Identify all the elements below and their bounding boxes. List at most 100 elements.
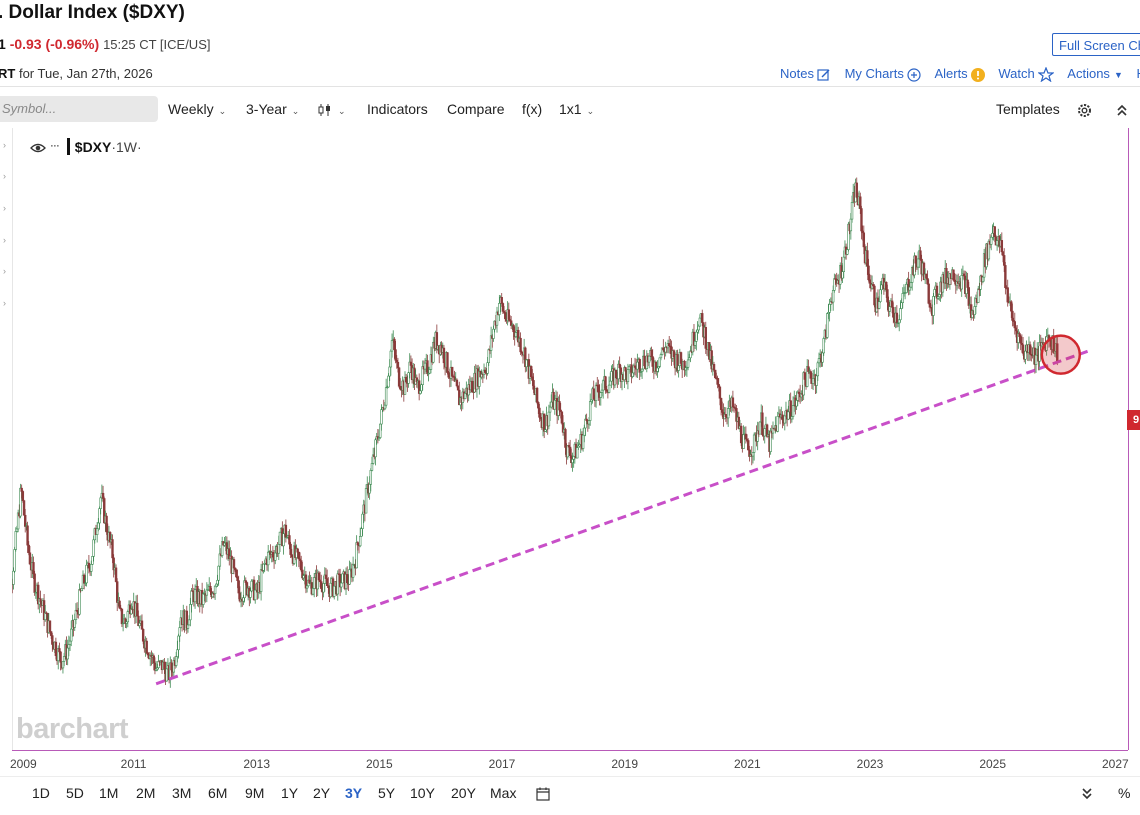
alerts-link[interactable]: Alerts bbox=[934, 66, 985, 82]
chevron-right-icon[interactable]: › bbox=[3, 235, 6, 245]
range-20y[interactable]: 20Y bbox=[451, 785, 476, 801]
candle-body bbox=[530, 366, 533, 378]
layout-label: 1x1 bbox=[559, 101, 582, 117]
candle-body bbox=[26, 525, 29, 546]
candle-body bbox=[677, 365, 680, 371]
candle-body bbox=[716, 378, 719, 385]
percent-toggle[interactable]: % bbox=[1118, 785, 1131, 801]
symbol-input[interactable]: Symbol... bbox=[0, 96, 158, 122]
candle-body bbox=[28, 552, 32, 565]
candle-body bbox=[68, 640, 72, 645]
range-select[interactable]: 3-Year ⌄ bbox=[246, 96, 299, 124]
candle-body bbox=[193, 589, 197, 603]
candle-body bbox=[849, 218, 853, 232]
compare-button[interactable]: Compare bbox=[447, 101, 505, 117]
expand-button[interactable] bbox=[1081, 781, 1093, 805]
chevron-right-icon[interactable]: › bbox=[3, 203, 6, 213]
eye-icon[interactable] bbox=[30, 142, 46, 154]
indicators-button[interactable]: Indicators bbox=[367, 101, 428, 117]
candle-body bbox=[85, 564, 88, 584]
candle-body bbox=[22, 500, 26, 516]
candle-body bbox=[73, 619, 76, 628]
chevron-right-icon[interactable]: › bbox=[3, 171, 6, 181]
candle-body bbox=[290, 554, 293, 558]
range-2m[interactable]: 2M bbox=[136, 785, 156, 801]
candle-body bbox=[1013, 321, 1017, 329]
range-5y[interactable]: 5Y bbox=[378, 785, 396, 801]
candle-body bbox=[243, 580, 246, 599]
range-3y[interactable]: 3Y bbox=[345, 785, 363, 801]
candle-body bbox=[803, 372, 807, 380]
candle-body bbox=[914, 255, 917, 264]
candle-body bbox=[235, 569, 238, 578]
candle-body bbox=[202, 593, 205, 605]
candle-body bbox=[609, 380, 612, 386]
chart-type-select[interactable]: ⌄ bbox=[317, 96, 346, 124]
collapse-button[interactable] bbox=[1116, 96, 1128, 122]
more-icon[interactable]: ··· bbox=[49, 138, 60, 152]
candle-body bbox=[463, 393, 467, 399]
candle-body bbox=[862, 232, 866, 248]
candle-body bbox=[841, 271, 844, 279]
settings-button[interactable] bbox=[1076, 96, 1093, 122]
layout-select[interactable]: 1x1 ⌄ bbox=[559, 96, 594, 124]
candle-body bbox=[879, 289, 882, 302]
candle-body bbox=[232, 559, 236, 569]
range-2y[interactable]: 2Y bbox=[313, 785, 331, 801]
chevron-right-icon[interactable]: › bbox=[3, 266, 6, 276]
candle-body bbox=[548, 406, 552, 413]
range-1m[interactable]: 1M bbox=[99, 785, 119, 801]
candle-body bbox=[726, 408, 730, 419]
range-6m[interactable]: 6M bbox=[208, 785, 228, 801]
range-3m[interactable]: 3M bbox=[172, 785, 192, 801]
candle-body bbox=[237, 580, 240, 594]
candle-body bbox=[426, 360, 429, 375]
candle-body bbox=[95, 528, 99, 535]
candle-body bbox=[395, 359, 398, 363]
candle-body bbox=[1001, 251, 1005, 256]
time-axis-line bbox=[12, 750, 1128, 751]
range-1y[interactable]: 1Y bbox=[281, 785, 299, 801]
candle-body bbox=[638, 359, 641, 373]
function-button[interactable]: f(x) bbox=[522, 101, 543, 117]
my-charts-link[interactable]: My Charts bbox=[845, 66, 921, 82]
candle-body bbox=[322, 583, 325, 593]
period-select[interactable]: Weekly ⌄ bbox=[168, 96, 226, 124]
range-10y[interactable]: 10Y bbox=[410, 785, 435, 801]
help-link[interactable]: He bbox=[1136, 66, 1140, 81]
candle-body bbox=[610, 371, 613, 382]
candle-body bbox=[587, 420, 591, 425]
price-axis[interactable] bbox=[1128, 128, 1140, 750]
candle-body bbox=[1006, 287, 1009, 303]
candle-body bbox=[717, 384, 720, 388]
range-max[interactable]: Max bbox=[490, 785, 517, 801]
candle-body bbox=[379, 423, 382, 438]
candle-body bbox=[296, 548, 299, 553]
candle-body bbox=[1024, 350, 1027, 360]
candle-body bbox=[455, 379, 459, 387]
range-9m[interactable]: 9M bbox=[245, 785, 265, 801]
chevron-right-icon[interactable]: › bbox=[3, 140, 6, 150]
notes-link[interactable]: Notes bbox=[780, 66, 831, 82]
candle-body bbox=[447, 372, 450, 378]
highlight-circle bbox=[1040, 334, 1082, 375]
candle-body bbox=[163, 661, 166, 670]
candle-body bbox=[601, 380, 605, 391]
date-picker-button[interactable] bbox=[536, 781, 550, 805]
chevron-right-icon[interactable]: › bbox=[3, 298, 6, 308]
candle-body bbox=[752, 434, 756, 453]
range-1d[interactable]: 1D bbox=[32, 785, 50, 801]
range-5d[interactable]: 5D bbox=[66, 785, 84, 801]
candle-body bbox=[967, 287, 971, 306]
actions-menu[interactable]: Actions ▼ bbox=[1067, 66, 1123, 81]
watch-link[interactable]: Watch bbox=[998, 66, 1054, 83]
candle-body bbox=[604, 376, 607, 391]
templates-button[interactable]: Templates bbox=[996, 101, 1060, 117]
candle-body bbox=[933, 289, 936, 297]
period-label: Weekly bbox=[168, 101, 214, 117]
price-chart[interactable] bbox=[12, 128, 1128, 750]
full-screen-button[interactable]: Full Screen Ch bbox=[1052, 33, 1140, 56]
candle-body bbox=[152, 655, 155, 664]
candle-body bbox=[141, 628, 145, 642]
alerts-label: Alerts bbox=[934, 66, 968, 81]
